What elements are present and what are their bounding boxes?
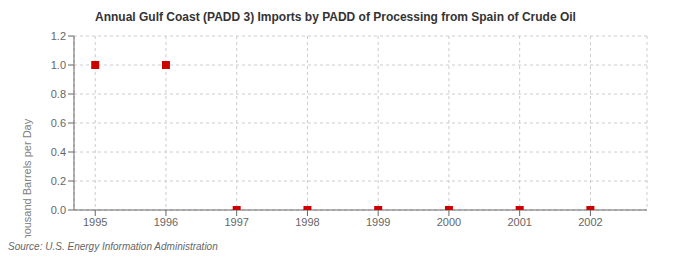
html-text:Annual Gulf Coast (PADD 3) Imp: Annual Gulf Coast (PADD 3) Imports by PA…: [95, 10, 576, 24]
svg-text:1997: 1997: [224, 216, 248, 228]
svg-text:1996: 1996: [154, 216, 178, 228]
svg-text:1998: 1998: [295, 216, 319, 228]
svg-text:0.8: 0.8: [51, 88, 66, 100]
svg-text:0.2: 0.2: [51, 175, 66, 187]
svg-text:1995: 1995: [83, 216, 107, 228]
svg-text:2000: 2000: [437, 216, 461, 228]
svg-text:2002: 2002: [578, 216, 602, 228]
svg-text:1.2: 1.2: [51, 30, 66, 42]
svg-text:2001: 2001: [507, 216, 531, 228]
svg-text:0.6: 0.6: [51, 117, 66, 129]
svg-text:0.0: 0.0: [51, 204, 66, 216]
svg-text:1999: 1999: [366, 216, 390, 228]
svg-text:1.0: 1.0: [51, 59, 66, 71]
svg-text:0.4: 0.4: [51, 146, 66, 158]
html-text:Source: U.S. Energy Informatio: Source: U.S. Energy Information Administ…: [8, 241, 218, 252]
svg-text:Thousand Barrels per Day: Thousand Barrels per Day: [21, 118, 33, 238]
